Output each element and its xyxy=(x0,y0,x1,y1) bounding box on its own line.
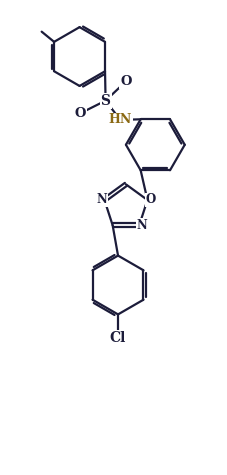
Text: O: O xyxy=(146,193,156,207)
Text: N: N xyxy=(96,193,107,207)
Text: N: N xyxy=(137,219,147,232)
Text: Cl: Cl xyxy=(110,331,126,345)
Text: O: O xyxy=(120,75,132,88)
Text: S: S xyxy=(101,94,111,108)
Text: O: O xyxy=(75,106,86,120)
Text: HN: HN xyxy=(109,114,132,126)
